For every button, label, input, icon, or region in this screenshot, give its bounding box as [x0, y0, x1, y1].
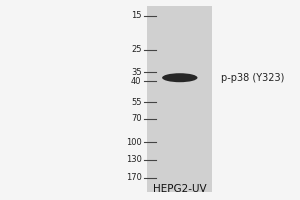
- Text: 25: 25: [131, 45, 142, 54]
- Text: 170: 170: [126, 173, 142, 182]
- Text: 100: 100: [126, 138, 142, 147]
- Text: 130: 130: [126, 155, 142, 164]
- Text: 35: 35: [131, 68, 142, 77]
- Text: 55: 55: [131, 98, 142, 107]
- Text: 70: 70: [131, 114, 142, 123]
- Text: HEPG2-UV: HEPG2-UV: [153, 184, 207, 194]
- Text: 40: 40: [131, 77, 142, 86]
- Text: p-p38 (Y323): p-p38 (Y323): [221, 73, 284, 83]
- Ellipse shape: [162, 73, 197, 82]
- Text: 15: 15: [131, 11, 142, 20]
- Bar: [147, 6, 212, 192]
